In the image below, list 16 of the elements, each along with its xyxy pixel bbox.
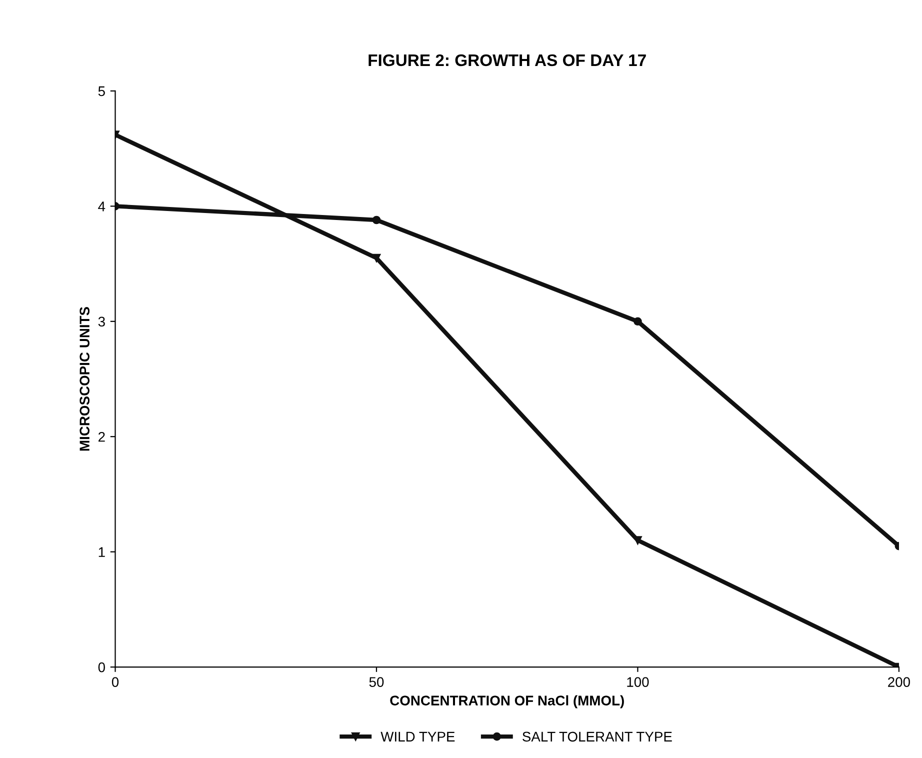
legend-label: WILD TYPE <box>380 732 455 742</box>
y-tick-label: 1 <box>98 547 105 557</box>
legend-label: SALT TOLERANT TYPE <box>522 732 672 742</box>
y-tick-label: 5 <box>98 86 105 96</box>
chart-title: FIGURE 2: GROWTH AS OF DAY 17 <box>368 54 646 66</box>
y-tick-label: 3 <box>98 316 105 327</box>
x-tick-label: 50 <box>369 677 384 687</box>
y-axis-title: MICROSCOPIC UNITS <box>80 307 90 451</box>
y-tick-label: 4 <box>98 202 106 212</box>
x-axis-title: CONCENTRATION OF NaCl (MMOL) <box>390 695 624 708</box>
y-tick-label: 0 <box>98 662 105 672</box>
x-tick-label: 200 <box>888 677 910 687</box>
x-tick-label: 0 <box>112 677 119 687</box>
y-tick-label: 2 <box>98 432 105 442</box>
x-tick-label: 100 <box>627 677 649 687</box>
point <box>372 254 381 262</box>
